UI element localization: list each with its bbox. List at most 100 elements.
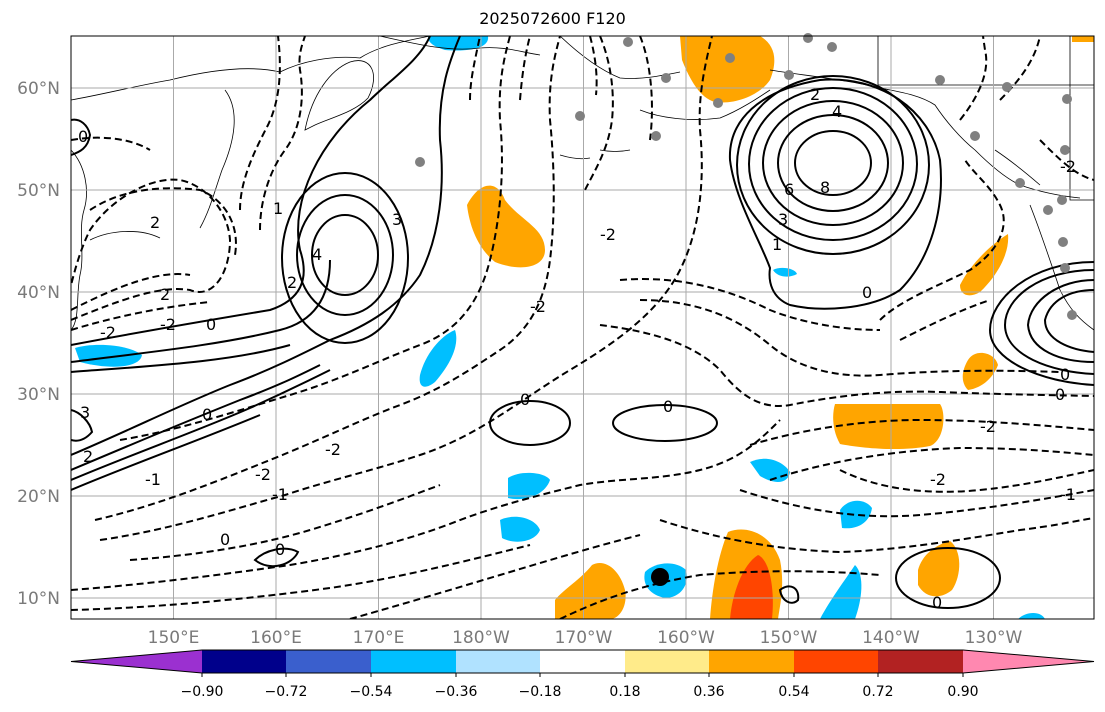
colorbar-tick-label: 0.72 [862, 684, 893, 700]
colorbar-tick-label: −0.36 [435, 684, 478, 700]
contour-label: -2 [160, 315, 176, 334]
station-dot [803, 33, 813, 43]
station-dot [623, 37, 633, 47]
graticule [71, 36, 1094, 619]
contour-label: 2 [160, 285, 170, 304]
positive-anomaly-region [833, 404, 944, 450]
colorbar-segment [540, 650, 625, 673]
colorbar-segment [371, 650, 456, 673]
contour-label: 0 [862, 283, 872, 302]
contour-label: -2 [930, 470, 946, 489]
station-dot [1043, 205, 1053, 215]
contour-label: 2 [810, 85, 820, 104]
lon-label: 160°E [250, 628, 302, 648]
station-dot [1062, 94, 1072, 104]
negative-anomaly-region [820, 565, 862, 619]
station-dot [827, 42, 837, 52]
colorbar-segment [709, 650, 794, 673]
position-marker [651, 568, 669, 586]
contour-label: 2 [83, 447, 93, 466]
contour-label: -1 [272, 485, 288, 504]
contour-label: 4 [832, 102, 842, 121]
positive-anomaly-region [680, 36, 775, 103]
colorbar-tick-label: −0.72 [265, 684, 308, 700]
lon-label: 130°W [965, 628, 1023, 648]
contour-label: 6 [784, 180, 794, 199]
map-frame [70, 35, 1095, 620]
contour-label: 0 [520, 390, 530, 409]
contour-label: 3 [778, 210, 788, 229]
solid-contours [71, 36, 1094, 609]
colorbar-tick-label: 0.18 [609, 684, 640, 700]
contour-label: -2 [325, 440, 341, 459]
negative-anomaly-region [773, 267, 797, 277]
lat-label: 50°N [17, 181, 60, 201]
negative-anomaly-region [419, 330, 457, 387]
colorbar-segment [878, 650, 963, 673]
lon-label: 150°E [148, 628, 200, 648]
station-dot [725, 53, 735, 63]
contour-label: -2 [100, 323, 116, 342]
lon-label: 160°W [657, 628, 715, 648]
contour-label: 0 [220, 530, 230, 549]
contour-label: -2 [255, 465, 271, 484]
colorbar-tick-label: 0.90 [947, 684, 978, 700]
station-dot [784, 70, 794, 80]
station-dot [935, 75, 945, 85]
contour-label: 3 [80, 403, 90, 422]
contour-label: 1 [273, 199, 283, 218]
colorbar-tick-labels: −0.90 −0.72 −0.54 −0.36 −0.18 0.18 0.36 … [181, 684, 979, 700]
dashed-contours [71, 36, 1094, 619]
colorbar-segment [71, 650, 202, 673]
colorbar-segment [286, 650, 371, 673]
colorbar-segment [202, 650, 286, 673]
colorbar-tick-label: 0.54 [778, 684, 809, 700]
station-dot [1002, 82, 1012, 92]
lon-label: 150°W [760, 628, 818, 648]
positive-anomaly-region [555, 562, 626, 619]
colorbar-tick-label: −0.54 [350, 684, 393, 700]
positive-anomaly-region [918, 541, 960, 597]
contour-label: -2 [1060, 157, 1076, 176]
station-dot [1067, 310, 1077, 320]
contour-label: -2 [600, 225, 616, 244]
contour-label: 2 [287, 273, 297, 292]
station-dot [713, 98, 723, 108]
lat-label: 20°N [17, 487, 60, 507]
station-dot [970, 131, 980, 141]
colorbar-tick-label: −0.90 [181, 684, 224, 700]
lat-label: 10°N [17, 589, 60, 609]
contour-label: 0 [78, 127, 88, 146]
lon-label: 170°W [555, 628, 613, 648]
colorbar-segment [456, 650, 540, 673]
contour-label: 0 [932, 593, 942, 612]
latitude-labels: 60°N 50°N 40°N 30°N 20°N 10°N [17, 79, 60, 609]
negative-anomaly-region [500, 516, 540, 542]
lat-label: 30°N [17, 385, 60, 405]
colorbar [70, 649, 1095, 677]
colorbar-tick-label: −0.18 [519, 684, 562, 700]
station-dot [651, 131, 661, 141]
contour-label: 1 [772, 235, 782, 254]
contour-label: 4 [312, 245, 322, 264]
contour-label: 0 [663, 397, 673, 416]
map-title: 2025072600 F120 [479, 9, 626, 28]
station-dot [1057, 195, 1067, 205]
longitude-labels: 150°E 160°E 170°E 180°W 170°W 160°W 150°… [148, 628, 1023, 648]
lon-label: 140°W [862, 628, 920, 648]
colorbar-segment [963, 650, 1094, 673]
contour-label: -2 [530, 297, 546, 316]
colorbar-segment [625, 650, 709, 673]
colorbar-tick-label: 0.36 [693, 684, 724, 700]
lon-label: 180°W [452, 628, 510, 648]
contour-label: 0 [275, 540, 285, 559]
contour-label: 2 [150, 213, 160, 232]
contour-label: -1 [145, 470, 161, 489]
station-dot [1058, 237, 1068, 247]
positive-anomaly-region [467, 185, 545, 268]
negative-anomaly-region [750, 458, 790, 482]
shaded-anomalies [75, 36, 1094, 619]
station-dot [415, 157, 425, 167]
contour-label: 0 [202, 405, 212, 424]
